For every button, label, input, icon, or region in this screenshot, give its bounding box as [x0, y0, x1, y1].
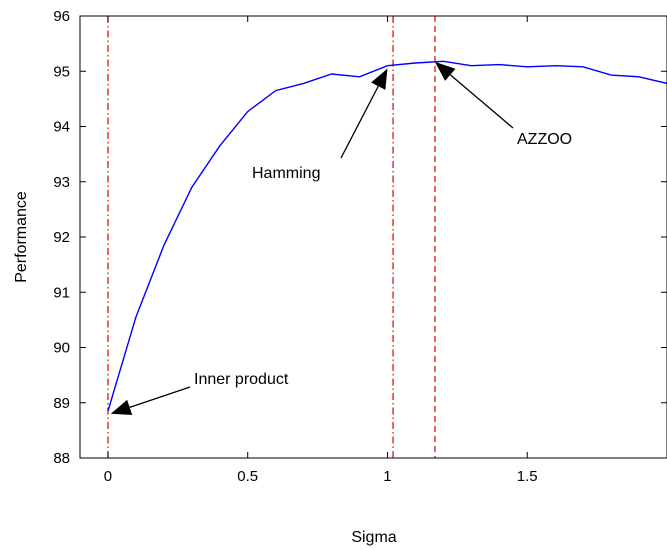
x-axis-label: Sigma [351, 529, 396, 546]
y-tick-label: 94 [53, 119, 70, 136]
y-axis-label: Performance [13, 191, 30, 283]
y-tick-label: 91 [53, 284, 70, 301]
annotation-label: AZZOO [517, 131, 572, 148]
y-tick-label: 88 [53, 450, 70, 467]
x-tick-label: 1 [383, 468, 391, 485]
annotation-arrow [110, 386, 191, 415]
annotation-layer: Inner product Hamming AZZOO [110, 61, 572, 415]
x-tick-label: 0.5 [237, 468, 258, 485]
y-tick-label: 89 [53, 395, 70, 412]
axes-layer: 0 0.5 1 1.5 88 89 90 91 92 93 94 95 96 [53, 8, 667, 485]
y-tick-label: 96 [53, 8, 70, 25]
plot-background [80, 16, 667, 458]
y-tick-label: 92 [53, 229, 70, 246]
y-tick-label: 93 [53, 174, 70, 191]
x-tick-label: 1.5 [517, 468, 538, 485]
series-line-0 [107, 60, 667, 412]
x-tick-label: 0 [104, 468, 112, 485]
y-tick-label: 95 [53, 63, 70, 80]
y-tick-label: 90 [53, 340, 70, 357]
reference-lines [107, 16, 436, 458]
series-layer [107, 60, 667, 412]
annotation-arrow [434, 61, 514, 129]
annotation-label: Inner product [194, 371, 289, 388]
annotation-label: Hamming [252, 165, 320, 182]
annotation-arrow [340, 68, 388, 159]
